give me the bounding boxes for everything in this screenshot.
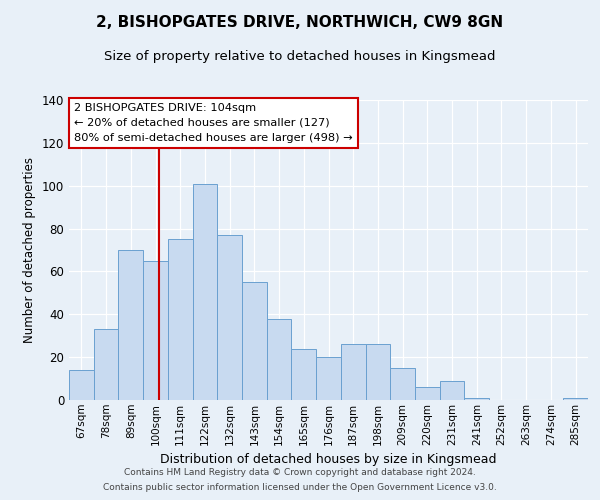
Bar	[365, 344, 390, 400]
Bar	[143, 260, 168, 400]
Bar	[267, 318, 292, 400]
Bar	[242, 282, 267, 400]
Text: Contains HM Land Registry data © Crown copyright and database right 2024.: Contains HM Land Registry data © Crown c…	[124, 468, 476, 477]
Bar	[193, 184, 217, 400]
Bar	[217, 235, 242, 400]
Bar	[168, 240, 193, 400]
Bar	[563, 398, 588, 400]
Bar	[94, 330, 118, 400]
Text: 2, BISHOPGATES DRIVE, NORTHWICH, CW9 8GN: 2, BISHOPGATES DRIVE, NORTHWICH, CW9 8GN	[97, 15, 503, 30]
Bar	[390, 368, 415, 400]
Bar	[415, 387, 440, 400]
Bar	[292, 348, 316, 400]
Bar	[69, 370, 94, 400]
Text: Contains public sector information licensed under the Open Government Licence v3: Contains public sector information licen…	[103, 483, 497, 492]
Bar	[341, 344, 365, 400]
X-axis label: Distribution of detached houses by size in Kingsmead: Distribution of detached houses by size …	[160, 453, 497, 466]
Text: Size of property relative to detached houses in Kingsmead: Size of property relative to detached ho…	[104, 50, 496, 63]
Text: 2 BISHOPGATES DRIVE: 104sqm
← 20% of detached houses are smaller (127)
80% of se: 2 BISHOPGATES DRIVE: 104sqm ← 20% of det…	[74, 103, 353, 142]
Bar	[118, 250, 143, 400]
Bar	[316, 357, 341, 400]
Y-axis label: Number of detached properties: Number of detached properties	[23, 157, 36, 343]
Bar	[440, 380, 464, 400]
Bar	[464, 398, 489, 400]
